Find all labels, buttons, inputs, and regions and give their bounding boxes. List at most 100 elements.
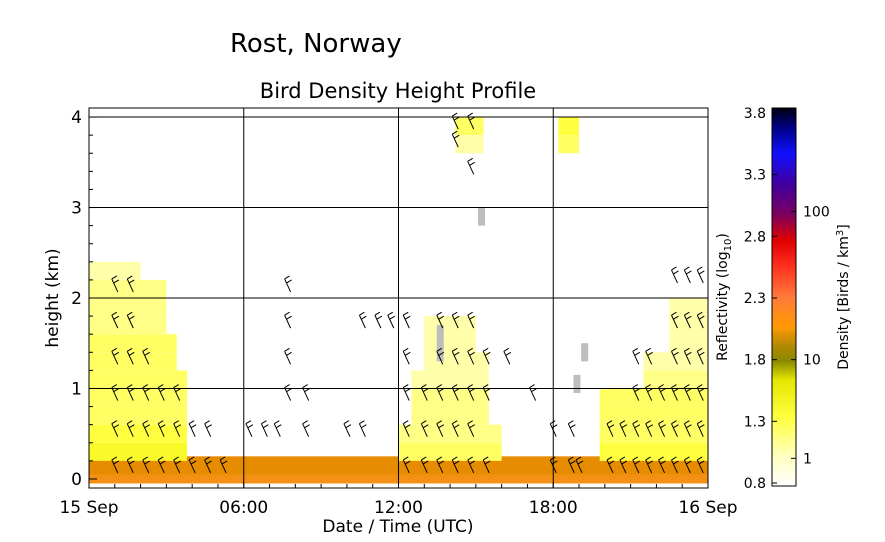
wind-barb [696,420,705,437]
colorbar-density-label: Density [Birds / km3] [835,224,852,370]
wind-barb [451,311,460,329]
wind-barb [420,456,429,474]
colorbar-reflectivity-ticks: 0.8 1.3 1.8 2.3 2.8 3.3 3.8 [744,106,777,492]
x-tick-label: 16 Sep [678,498,737,518]
wind-barb [204,420,212,437]
site-title: Rost, Norway [230,29,402,59]
density-label-main: Density [Birds / km [836,236,852,370]
reflectivity-tick-label: 3.8 [744,106,766,122]
wind-barb [387,311,396,329]
wind-barb [632,420,641,437]
wind-barb [173,456,181,474]
wind-barb [671,266,679,284]
reflectivity-tick-label: 2.3 [744,291,766,307]
reflectivity-label-main: Reflectivity (log [715,251,731,360]
density-cell [89,370,188,389]
wind-barb [157,384,166,401]
wind-barb [451,420,460,437]
density-cell [89,406,188,425]
no-data-cell [573,374,581,393]
wind-barb [173,420,181,437]
reflectivity-label-sub: 10 [723,239,734,252]
wind-barb [111,347,120,365]
wind-barb [126,384,135,401]
density-cell [669,298,708,317]
density-cell [411,388,489,407]
y-axis-ticks: 0 1 2 3 4 [71,108,97,490]
y-tick-label: 3 [71,199,82,219]
wind-barb [126,311,135,329]
wind-barb [142,347,150,365]
wind-barb [451,130,460,148]
x-tick-label: 18:00 [529,498,578,518]
reflectivity-tick-label: 0.8 [744,476,766,492]
wind-barb [658,420,666,437]
wind-barb [436,456,445,474]
wind-barb [671,420,679,437]
wind-barb [126,420,135,437]
grid-lines [89,108,708,488]
wind-barb [436,347,445,365]
no-data-cell [478,207,486,226]
wind-barb [567,456,576,474]
wind-barb [671,456,679,474]
wind-barb [671,311,679,329]
wind-barb [467,456,475,474]
wind-barb [219,456,228,474]
wind-barb [157,456,166,474]
wind-barb [284,347,292,365]
wind-barb [467,347,475,365]
wind-barb [529,384,537,401]
wind-barb [358,311,367,329]
x-axis-ticks: 15 Sep 06:00 12:00 18:00 16 Sep [59,482,738,518]
no-data-cell [436,343,444,362]
wind-barb [284,311,292,329]
wind-barb [575,456,584,474]
density-cell [89,316,167,335]
wind-barb [157,420,166,437]
wind-barb [658,384,666,401]
wind-barb [671,384,679,401]
wind-barb [619,456,628,474]
density-cell [89,424,188,443]
wind-barb [142,384,150,401]
wind-barb [451,456,460,474]
density-cell [398,424,502,443]
wind-barbs [111,112,705,474]
wind-barb [402,456,411,474]
wind-barb [696,384,705,401]
no-data-cell [436,325,444,344]
density-cell [89,298,167,317]
y-tick-label: 2 [71,289,82,309]
wind-barb [696,311,705,329]
density-cell [89,261,141,280]
wind-barb [632,384,641,401]
reflectivity-tick-label: 1.8 [744,353,766,369]
wind-barb [374,311,383,329]
y-axis-label: height (km) [43,248,63,347]
wind-barb [260,420,269,437]
wind-barb [658,456,666,474]
wind-barb [503,347,512,365]
wind-barb [683,347,692,365]
x-axis-label: Date / Time (UTC) [322,517,473,537]
colorbar-density-ticks: 1 10 100 [791,205,830,467]
wind-barb [142,420,150,437]
wind-barb [402,384,411,401]
wind-barb [126,275,135,293]
no-data-cells [436,207,589,393]
wind-barb [188,456,197,474]
wind-barb [436,420,445,437]
reflectivity-label-close: ) [715,233,731,238]
wind-barb [619,420,628,437]
wind-barb [451,347,460,365]
wind-barb [482,456,491,474]
reflectivity-tick-label: 3.3 [744,168,766,184]
wind-barb [696,347,705,365]
density-cell [424,316,476,335]
density-cell [558,117,580,136]
density-cell [643,370,708,389]
reflectivity-tick-label: 2.8 [744,229,766,245]
density-cell [89,352,177,371]
wind-barb [284,275,292,293]
